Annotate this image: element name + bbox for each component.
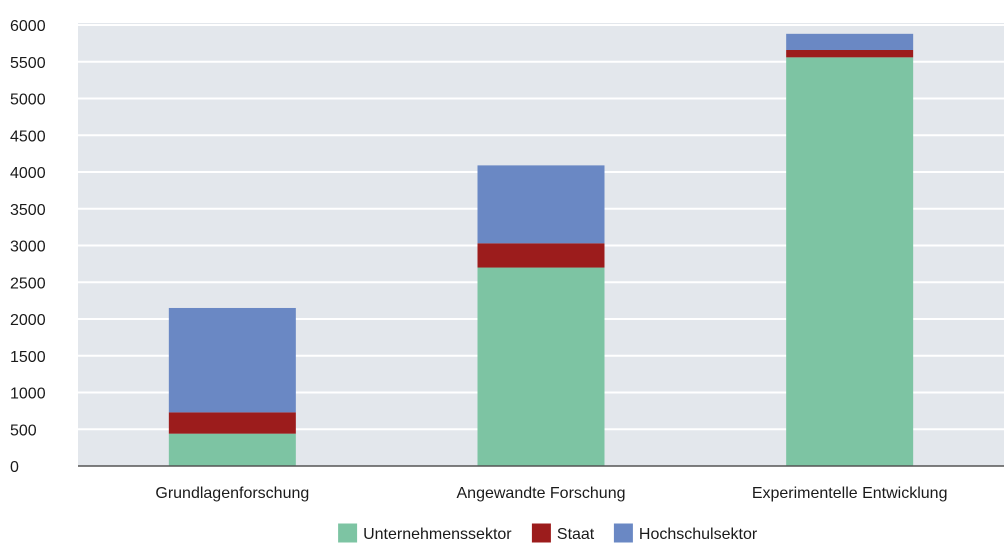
- bar-segment-unternehmenssektor: [477, 267, 605, 466]
- bar-segment-unternehmenssektor: [786, 57, 914, 467]
- y-tick-label: 4000: [10, 165, 46, 182]
- y-tick-label: 3000: [10, 239, 46, 256]
- x-category-label: Grundlagenforschung: [155, 485, 309, 502]
- y-tick-label: 2000: [10, 312, 46, 329]
- bar-segment-hochschulsektor: [477, 165, 605, 244]
- legend-label: Unternehmenssektor: [363, 526, 512, 543]
- y-tick-label: 1000: [10, 386, 46, 403]
- y-tick-label: 6000: [10, 18, 46, 35]
- x-category-label: Angewandte Forschung: [457, 485, 626, 502]
- bar-segment-unternehmenssektor: [168, 433, 296, 466]
- bar-segment-hochschulsektor: [168, 307, 296, 413]
- y-tick-label: 5000: [10, 92, 46, 109]
- y-tick-label: 4500: [10, 128, 46, 145]
- legend-label: Hochschulsektor: [639, 526, 758, 543]
- plot-area: 0 500 1000 1500 2000 2500 3000 3500 4000 4500 5000…: [10, 18, 1004, 502]
- bar-segment-hochschulsektor: [786, 33, 914, 50]
- y-tick-label: 5500: [10, 55, 46, 72]
- legend: Unternehmenssektor Staat Hochschulsektor: [338, 523, 758, 543]
- y-tick-label: 1500: [10, 349, 46, 366]
- y-tick-label: 2500: [10, 275, 46, 292]
- legend-swatch: [613, 523, 633, 543]
- bar-segment-staat: [786, 49, 914, 58]
- bar-segment-staat: [477, 243, 605, 268]
- y-tick-label: 0: [10, 459, 19, 476]
- bar-segment-staat: [168, 412, 296, 434]
- legend-label: Staat: [557, 526, 595, 543]
- legend-swatch: [338, 523, 358, 543]
- x-category-label: Experimentelle Entwicklung: [752, 485, 948, 502]
- y-tick-label: 500: [10, 422, 37, 439]
- y-tick-label: 3500: [10, 202, 46, 219]
- legend-swatch: [531, 523, 551, 543]
